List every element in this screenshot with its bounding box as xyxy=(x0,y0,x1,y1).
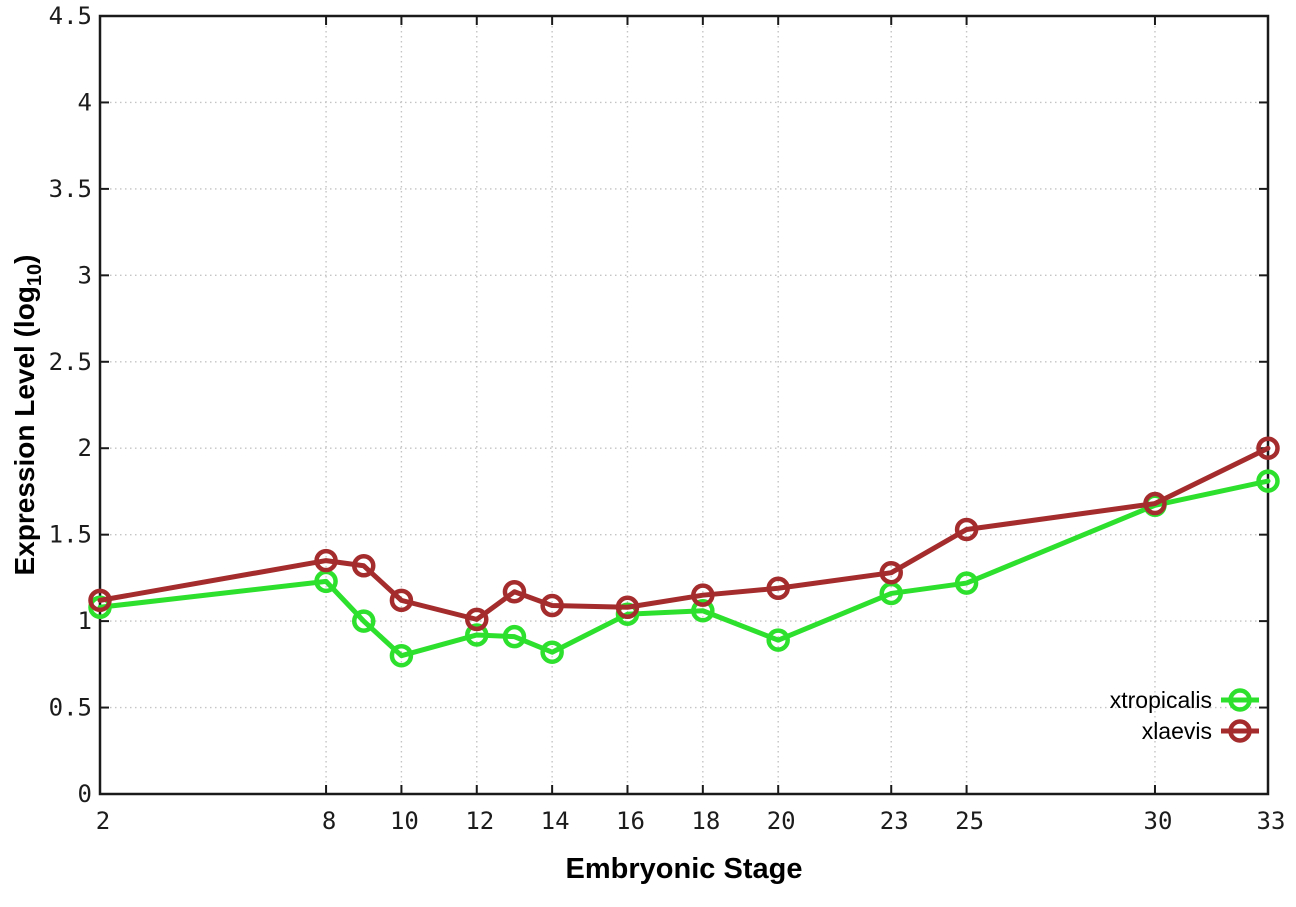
data-point-xlaevis-stage-14 xyxy=(540,593,564,618)
xtick-label: 2 xyxy=(96,807,110,835)
data-point-xtropicalis-stage-18 xyxy=(691,598,715,623)
data-point-xlaevis-stage-12 xyxy=(465,607,489,632)
xtick-label: 33 xyxy=(1257,807,1286,835)
data-point-xlaevis-stage-16 xyxy=(615,595,640,620)
legend-label-xlaevis: xlaevis xyxy=(1142,718,1212,744)
legend-item-xlaevis: xlaevis xyxy=(1142,718,1212,744)
data-point-xtropicalis-stage-25 xyxy=(954,571,979,595)
data-point-xlaevis-stage-23 xyxy=(879,560,903,585)
ytick-label: 0 xyxy=(78,780,92,808)
ytick-label: 0.5 xyxy=(49,694,92,722)
x-axis-title: Embryonic Stage xyxy=(566,853,803,885)
legend-circle-xtropicalis xyxy=(1228,688,1252,712)
legend-circle-xlaevis xyxy=(1228,719,1252,743)
data-point-xlaevis-stage-8 xyxy=(314,548,338,573)
data-point-xlaevis-stage-10 xyxy=(389,588,414,613)
data-point-xtropicalis-stage-12 xyxy=(465,623,489,647)
xtick-label: 8 xyxy=(322,807,336,835)
plot-border xyxy=(98,14,1270,796)
legend-samples xyxy=(1221,688,1259,743)
ytick-label: 2 xyxy=(78,434,92,462)
legend-label-xtropicalis: xtropicalis xyxy=(1110,687,1212,713)
xtick-label: 20 xyxy=(767,807,796,835)
data-point-xlaevis-stage-30 xyxy=(1143,491,1167,516)
data-point-xtropicalis-stage-14 xyxy=(540,640,564,664)
legend-marker-xlaevis xyxy=(1221,719,1259,743)
ytick-label: 1.5 xyxy=(49,521,92,549)
data-point-xlaevis-stage-25 xyxy=(954,517,979,542)
ytick-label: 2.5 xyxy=(49,348,92,376)
data-point-xtropicalis-stage-20 xyxy=(766,628,790,652)
xtick-label: 14 xyxy=(541,807,570,835)
data-point-xlaevis-stage-33 xyxy=(1256,436,1280,460)
chart-line-xlaevis xyxy=(97,445,1271,622)
xtick-label: 10 xyxy=(390,807,419,835)
data-point-xlaevis-stage-18 xyxy=(691,583,715,607)
xtick-label: 25 xyxy=(955,807,984,835)
data-point-xtropicalis-stage-10 xyxy=(389,643,414,668)
legend: xtropicalis xlaevis xyxy=(1110,687,1259,744)
ytick-label: 4 xyxy=(78,88,92,116)
xtick-label: 18 xyxy=(691,807,720,835)
data-point-xlaevis-stage-13 xyxy=(502,579,527,604)
data-point-xlaevis-stage-9 xyxy=(351,554,376,578)
data-point-xtropicalis-stage-13 xyxy=(502,624,527,649)
y-axis-title: Expression Level (log10) xyxy=(9,255,46,576)
data-point-xlaevis-stage-20 xyxy=(766,576,790,601)
legend-item-xtropicalis: xtropicalis xyxy=(1110,687,1212,713)
data-point-xtropicalis-stage-9 xyxy=(351,609,376,633)
plot-area: 0 0.5 1 1.5 2 2.5 3 3.5 4 4.5 2 8 10 12 14 16 18 20 23 25 30… xyxy=(49,2,1286,835)
xtick-label: 16 xyxy=(616,807,645,835)
ytick-label: 3 xyxy=(78,261,92,289)
legend-marker-xtropicalis xyxy=(1221,688,1259,712)
data-point-xtropicalis-stage-2 xyxy=(88,595,112,620)
ytick-label: 3.5 xyxy=(49,175,92,203)
ytick-label: 4.5 xyxy=(49,2,92,30)
xtick-label: 30 xyxy=(1144,807,1173,835)
xtick-label: 23 xyxy=(880,807,909,835)
ytick-label: 1 xyxy=(78,607,92,635)
data-point-xtropicalis-stage-33 xyxy=(1256,469,1280,493)
xtick-label: 12 xyxy=(465,807,494,835)
data-point-xlaevis-stage-2 xyxy=(88,588,112,613)
data-point-xtropicalis-stage-16 xyxy=(615,602,640,626)
